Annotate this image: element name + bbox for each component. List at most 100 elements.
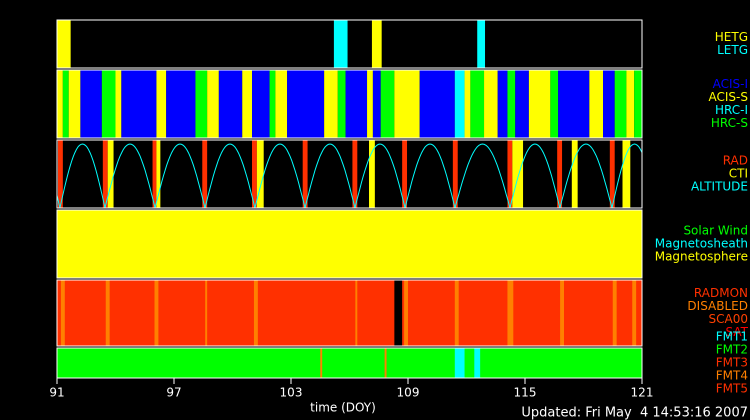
state-segment [452, 140, 458, 208]
state-segment [589, 70, 603, 138]
panel-frame [56, 279, 643, 347]
state-segment [512, 140, 524, 208]
state-segment [515, 70, 529, 138]
state-segment [352, 140, 358, 208]
state-segment [507, 280, 514, 346]
state-segment [622, 140, 631, 208]
state-segment [68, 70, 81, 138]
altitude-curve [57, 143, 642, 208]
state-segment [242, 70, 252, 138]
footer: Updated: Fri May 4 14:53:16 2007 [521, 406, 748, 420]
state-segment [464, 70, 471, 138]
legend-label: Magnetosheath [655, 237, 748, 251]
state-segment [57, 210, 642, 278]
legend-label: Magnetosphere [655, 250, 748, 264]
legend-label: FMT2 [716, 343, 748, 357]
state-segment [324, 70, 338, 138]
state-segment [484, 70, 498, 138]
legend-label: HRC-I [715, 103, 748, 117]
altitude-arch [254, 143, 306, 208]
state-segment [287, 70, 325, 138]
altitude-arch [304, 143, 356, 208]
state-segment [528, 70, 551, 138]
state-segment [154, 280, 159, 346]
state-segment [345, 70, 368, 138]
state-segment [507, 140, 513, 208]
state-segment [454, 348, 465, 378]
state-segment [497, 70, 508, 138]
state-segment [256, 140, 264, 208]
legend-label: FMT1 [716, 330, 748, 344]
state-segment [107, 140, 114, 208]
state-segment [121, 70, 157, 138]
state-segment [454, 70, 465, 138]
state-segment [550, 70, 559, 138]
state-segment [609, 140, 615, 208]
state-segment [371, 20, 382, 68]
state-segment [634, 70, 642, 138]
legend-label: ALTITUDE [691, 180, 748, 194]
legend-label: SAT [726, 325, 749, 339]
x-tick-label: 97 [166, 386, 181, 400]
altitude-arch [104, 143, 156, 208]
state-segment [614, 70, 627, 138]
panel-frame [56, 139, 643, 209]
state-segment [252, 140, 257, 208]
state-segment [195, 70, 208, 138]
state-segment [101, 70, 116, 138]
state-segment [60, 280, 65, 346]
legend-label: CTI [729, 167, 748, 181]
legend-label: FMT3 [716, 356, 748, 370]
state-segment [252, 70, 270, 138]
state-segment [380, 70, 395, 138]
state-segment [404, 280, 408, 346]
panel-frame [56, 69, 643, 139]
state-segment [57, 20, 71, 68]
x-axis-title: time (DOY) [310, 401, 376, 415]
state-segment [603, 70, 615, 138]
legend-label: RAD [723, 154, 748, 168]
legend-label: FMT5 [716, 382, 748, 396]
state-segment [560, 280, 564, 346]
panel-frame [56, 209, 643, 279]
state-segment [80, 70, 102, 138]
altitude-arch [611, 143, 642, 208]
legend-label: FMT4 [716, 369, 748, 383]
state-segment [102, 140, 108, 208]
legend-label: Solar Wind [683, 224, 748, 238]
legend-label: DISABLED [687, 299, 748, 313]
x-tick-label: 91 [49, 386, 64, 400]
state-segment [612, 280, 617, 346]
state-segment [205, 280, 208, 346]
altitude-arch [154, 143, 206, 208]
state-segment [402, 280, 642, 346]
state-segment [337, 70, 346, 138]
state-segment [355, 280, 358, 346]
state-segment [156, 70, 167, 138]
state-segment [372, 70, 381, 138]
state-segment [202, 140, 208, 208]
panel-frame [56, 347, 643, 379]
legend-label: RADMON [694, 286, 748, 300]
x-tick-label: 109 [397, 386, 420, 400]
state-segment [470, 70, 485, 138]
state-segment [474, 348, 481, 378]
state-segment [62, 70, 69, 138]
state-segment [275, 70, 288, 138]
panel-frame [56, 19, 643, 69]
legend-label: HRC-S [711, 116, 748, 130]
state-segment [207, 70, 219, 138]
state-segment [626, 70, 635, 138]
state-segment [394, 70, 420, 138]
state-segment [105, 280, 110, 346]
state-segment [557, 140, 563, 208]
state-segment [57, 140, 63, 208]
altitude-arch [354, 143, 406, 208]
state-segment [477, 20, 486, 68]
state-segment [333, 20, 348, 68]
x-tick-label: 115 [514, 386, 537, 400]
state-segment [218, 70, 243, 138]
x-tick-label: 121 [631, 386, 654, 400]
legend-label: LETG [717, 43, 748, 57]
state-segment [57, 70, 63, 138]
